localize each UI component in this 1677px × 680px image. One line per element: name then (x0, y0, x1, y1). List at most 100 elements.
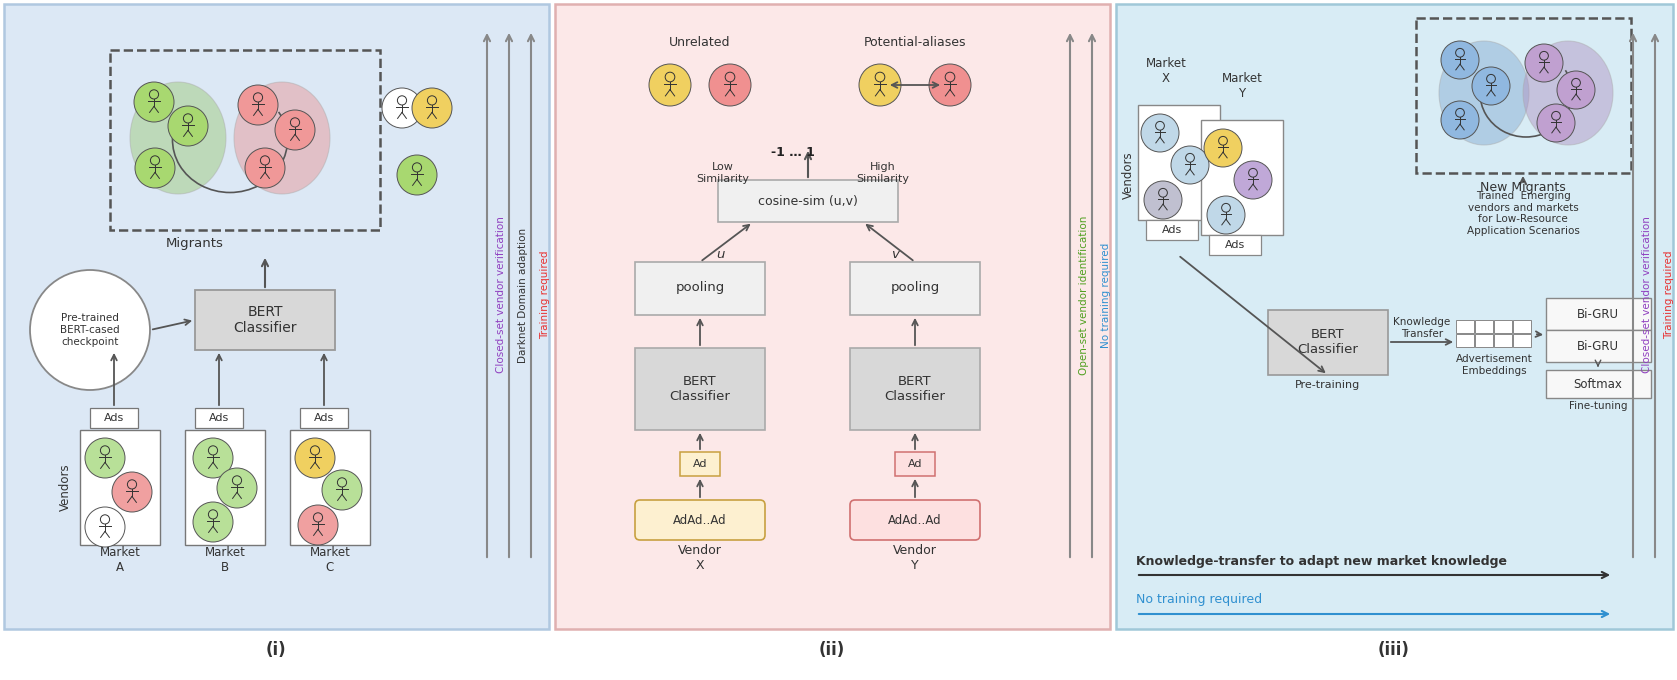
FancyBboxPatch shape (1209, 235, 1261, 255)
Circle shape (245, 148, 285, 188)
Text: Unrelated: Unrelated (669, 35, 731, 48)
Text: Vendor
Y: Vendor Y (894, 544, 937, 572)
FancyBboxPatch shape (195, 290, 335, 350)
Text: Bi-GRU: Bi-GRU (1576, 339, 1618, 352)
FancyBboxPatch shape (1546, 370, 1650, 398)
FancyBboxPatch shape (1494, 334, 1513, 347)
Ellipse shape (131, 82, 226, 194)
Text: Market
B: Market B (205, 546, 245, 574)
Text: BERT
Classifier: BERT Classifier (1298, 328, 1358, 356)
Text: New Migrants: New Migrants (1481, 180, 1566, 194)
Text: Advertisement
Embeddings: Advertisement Embeddings (1456, 354, 1533, 375)
Circle shape (1144, 181, 1182, 219)
Circle shape (1204, 129, 1243, 167)
FancyBboxPatch shape (896, 452, 936, 476)
Circle shape (1207, 196, 1244, 234)
Text: (iii): (iii) (1378, 641, 1410, 659)
Bar (1415, 18, 1632, 173)
Text: Training required: Training required (1664, 251, 1674, 339)
Text: -1 … 1: -1 … 1 (771, 146, 815, 158)
FancyBboxPatch shape (184, 430, 265, 545)
Circle shape (1538, 104, 1575, 142)
Text: Ads: Ads (104, 413, 124, 423)
Ellipse shape (1439, 41, 1529, 145)
Circle shape (322, 470, 362, 510)
Circle shape (238, 85, 278, 125)
FancyBboxPatch shape (1494, 320, 1513, 333)
Text: pooling: pooling (676, 282, 724, 294)
Circle shape (168, 106, 208, 146)
FancyBboxPatch shape (1513, 334, 1531, 347)
Text: Ads: Ads (1162, 225, 1182, 235)
Text: Vendor
X: Vendor X (678, 544, 721, 572)
Circle shape (1556, 71, 1595, 109)
Text: Knowledge-transfer to adapt new market knowledge: Knowledge-transfer to adapt new market k… (1135, 554, 1508, 568)
FancyBboxPatch shape (195, 408, 243, 428)
Circle shape (1441, 41, 1479, 79)
FancyBboxPatch shape (1115, 4, 1674, 629)
Text: Fine-tuning: Fine-tuning (1568, 401, 1627, 411)
Text: (ii): (ii) (818, 641, 845, 659)
Circle shape (112, 472, 153, 512)
FancyBboxPatch shape (1201, 120, 1283, 235)
FancyBboxPatch shape (1145, 220, 1197, 240)
Circle shape (1524, 44, 1563, 82)
Ellipse shape (1523, 41, 1613, 145)
Text: Market
A: Market A (99, 546, 141, 574)
Text: cosine-sim (u,v): cosine-sim (u,v) (758, 194, 859, 207)
Text: Pre-training: Pre-training (1295, 380, 1360, 390)
Circle shape (1234, 161, 1271, 199)
Circle shape (397, 155, 438, 195)
FancyBboxPatch shape (1546, 298, 1650, 330)
FancyBboxPatch shape (1513, 320, 1531, 333)
FancyBboxPatch shape (80, 430, 159, 545)
FancyBboxPatch shape (1546, 330, 1650, 362)
FancyBboxPatch shape (290, 430, 371, 545)
Circle shape (649, 64, 691, 106)
Text: AdAd‥Ad: AdAd‥Ad (672, 513, 726, 526)
FancyBboxPatch shape (1476, 334, 1493, 347)
Text: (i): (i) (265, 641, 287, 659)
FancyBboxPatch shape (850, 348, 979, 430)
FancyBboxPatch shape (1268, 310, 1389, 375)
Text: Market
X: Market X (1145, 57, 1186, 85)
Circle shape (216, 468, 257, 508)
Text: Training required: Training required (540, 251, 550, 339)
Circle shape (30, 270, 149, 390)
Circle shape (299, 505, 339, 545)
Text: Closed-set vendor verification: Closed-set vendor verification (1642, 216, 1652, 373)
FancyBboxPatch shape (555, 4, 1110, 629)
Text: No training required: No training required (1135, 594, 1263, 607)
Text: BERT
Classifier: BERT Classifier (669, 375, 731, 403)
Text: v: v (890, 248, 899, 260)
Ellipse shape (235, 82, 330, 194)
Bar (111, 50, 381, 230)
Circle shape (134, 82, 174, 122)
Text: BERT
Classifier: BERT Classifier (884, 375, 946, 403)
FancyBboxPatch shape (3, 4, 548, 629)
Text: High
Similarity: High Similarity (857, 162, 909, 184)
Text: No training required: No training required (1102, 242, 1110, 347)
Text: Pre-trained
BERT-cased
checkpoint: Pre-trained BERT-cased checkpoint (60, 313, 119, 347)
FancyBboxPatch shape (1456, 320, 1474, 333)
FancyBboxPatch shape (91, 408, 138, 428)
Circle shape (859, 64, 901, 106)
Text: Vendors: Vendors (1122, 151, 1135, 199)
Circle shape (86, 507, 126, 547)
FancyBboxPatch shape (718, 180, 897, 222)
FancyBboxPatch shape (636, 262, 765, 315)
Circle shape (275, 110, 315, 150)
Text: Potential-aliases: Potential-aliases (864, 35, 966, 48)
Circle shape (382, 88, 423, 128)
FancyBboxPatch shape (1476, 320, 1493, 333)
Text: Knowledge
Transfer: Knowledge Transfer (1394, 317, 1451, 339)
Circle shape (193, 438, 233, 478)
Circle shape (413, 88, 453, 128)
FancyBboxPatch shape (850, 262, 979, 315)
FancyBboxPatch shape (1456, 334, 1474, 347)
FancyBboxPatch shape (636, 348, 765, 430)
FancyBboxPatch shape (679, 452, 719, 476)
FancyBboxPatch shape (636, 500, 765, 540)
Text: Migrants: Migrants (166, 237, 225, 250)
Circle shape (1472, 67, 1509, 105)
